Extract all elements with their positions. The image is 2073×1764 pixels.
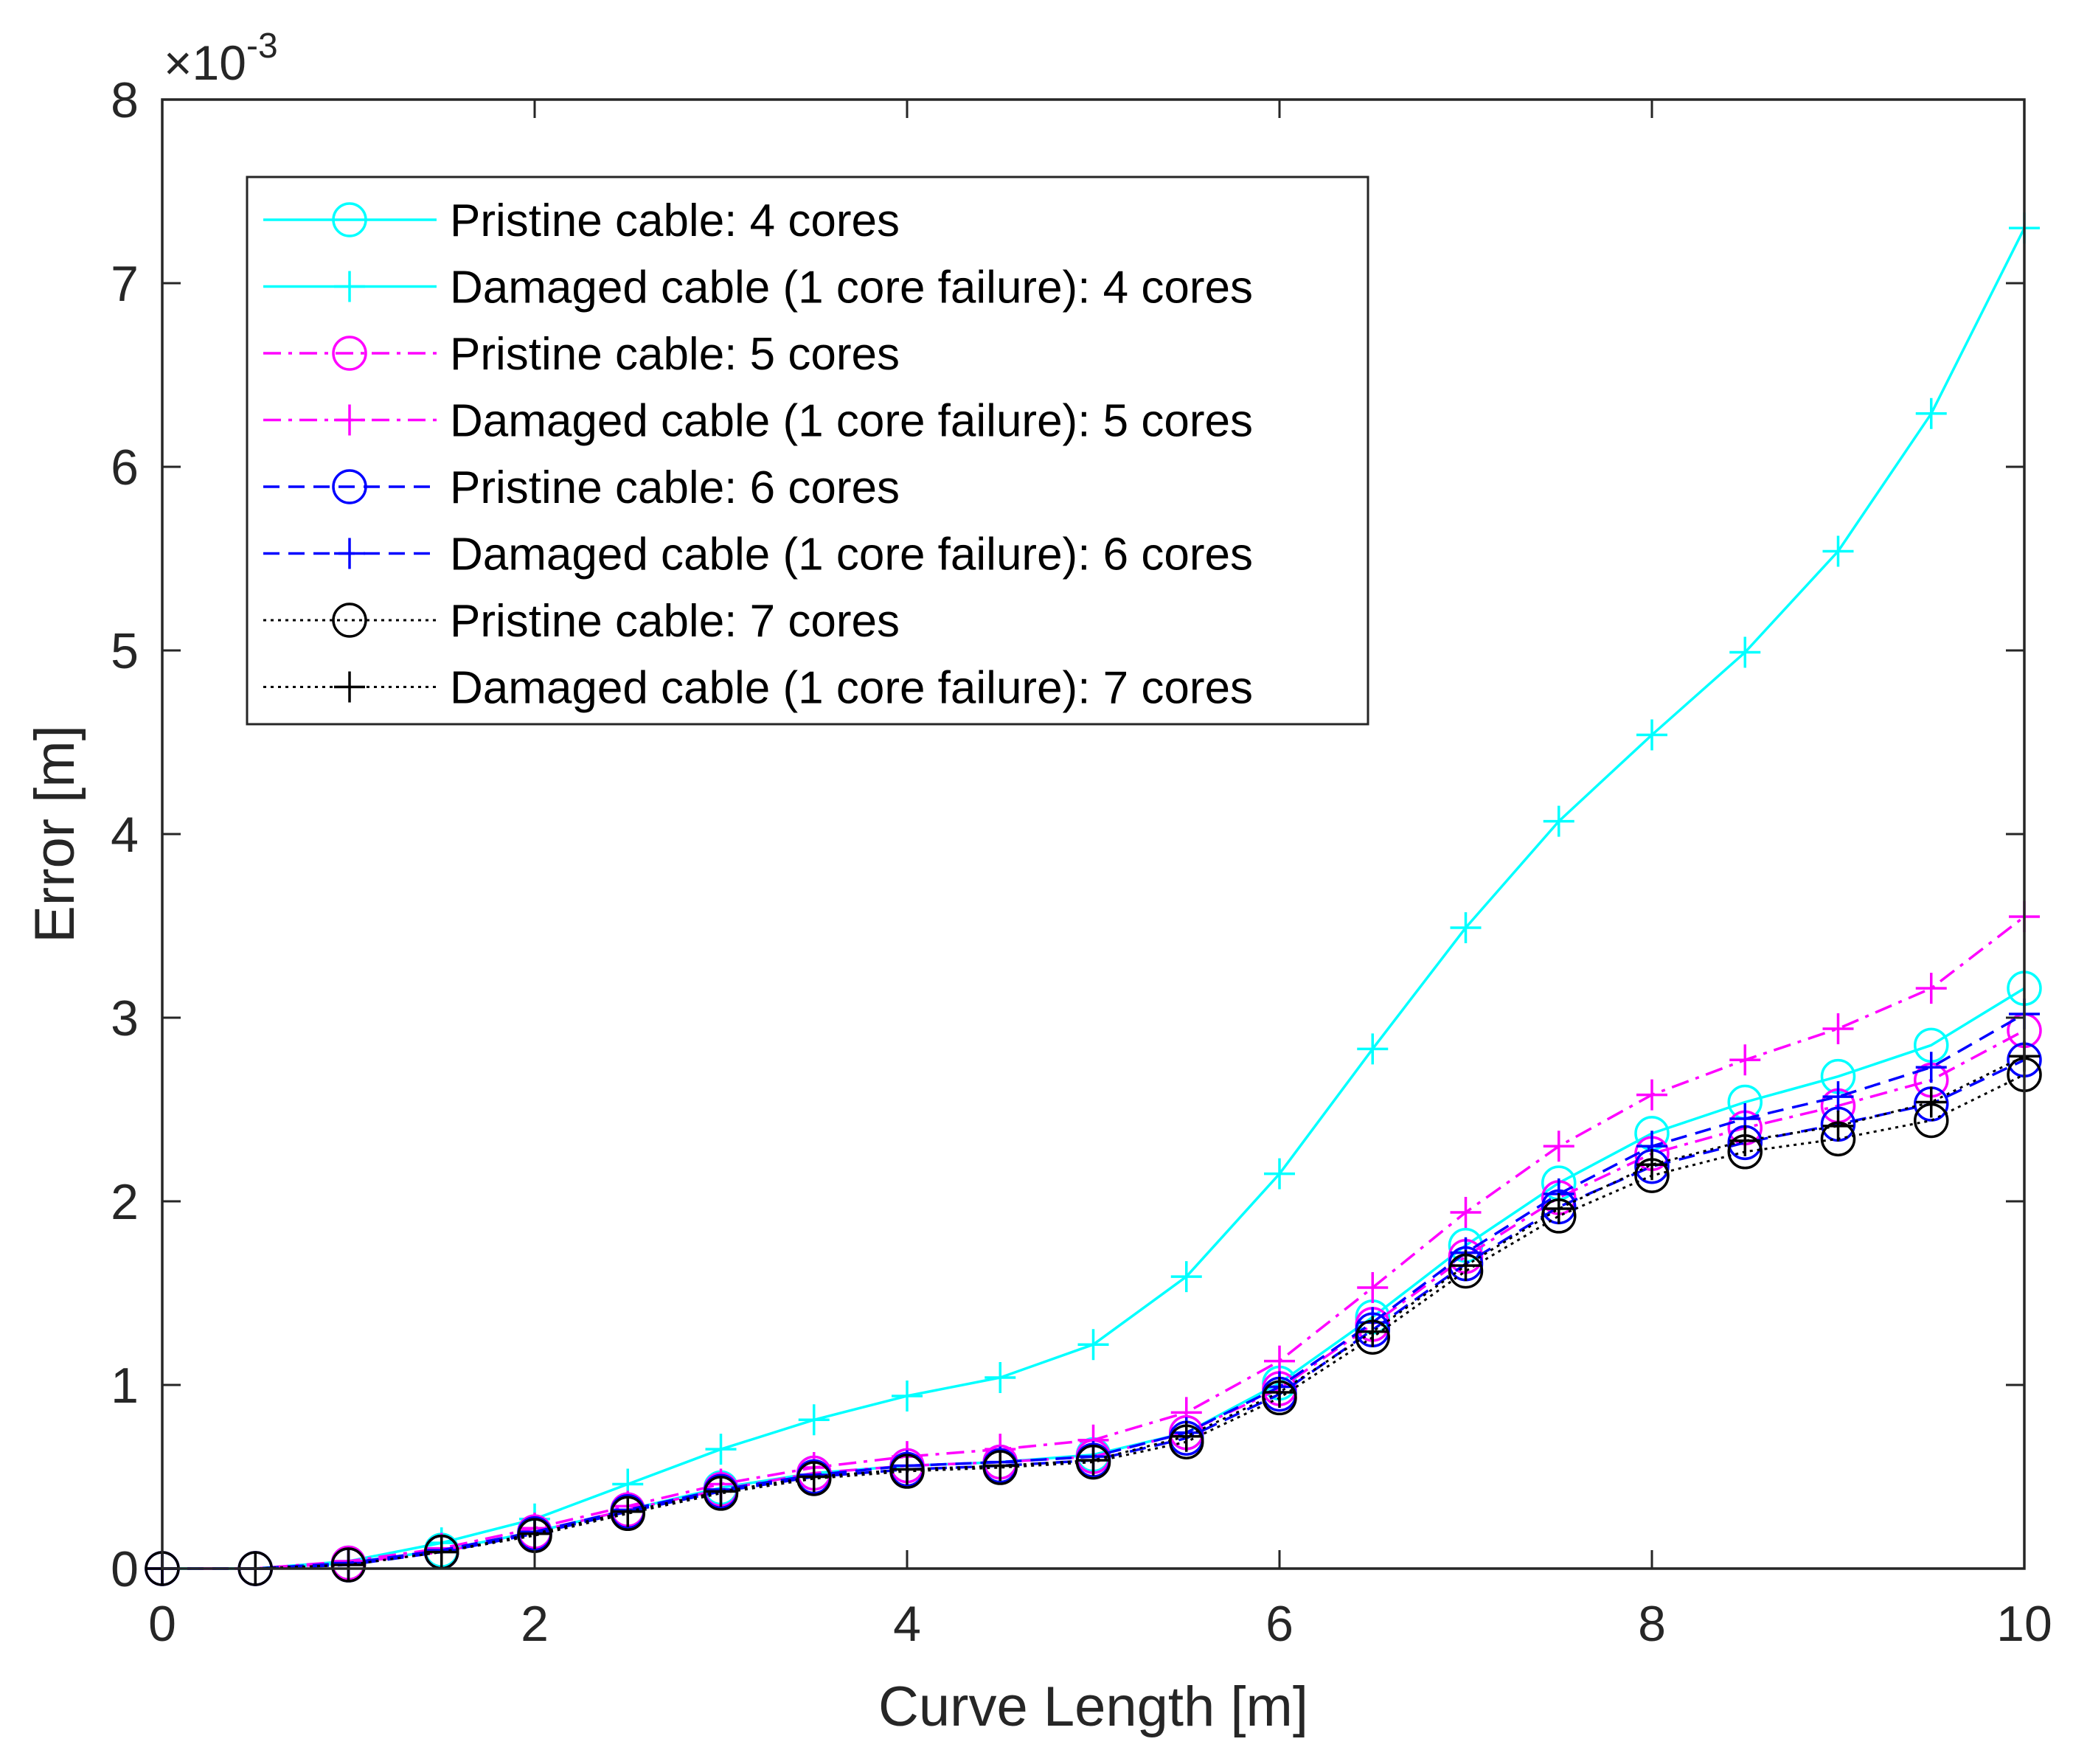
series-2-point-20 — [1915, 397, 1947, 429]
legend-label: Damaged cable (1 core failure): 5 cores — [450, 396, 1253, 447]
series-2-point-10 — [985, 1362, 1016, 1394]
y-tick-label: 3 — [111, 990, 139, 1046]
series-8-point-6 — [612, 1496, 644, 1527]
legend-entry-7: Pristine cable: 7 cores — [263, 596, 900, 647]
legend-entry-5: Pristine cable: 6 cores — [263, 462, 900, 513]
x-tick-label: 6 — [1265, 1596, 1294, 1652]
series-8-point-3 — [333, 1549, 364, 1581]
y-tick-label: 7 — [111, 256, 139, 312]
series-4-point-14 — [1357, 1272, 1389, 1304]
legend-marker-sample — [334, 404, 365, 436]
series-2-point-9 — [892, 1380, 923, 1411]
x-tick-label: 8 — [1638, 1596, 1666, 1652]
series-8-point-20 — [1915, 1086, 1947, 1118]
y-scale-factor: ×10-3 — [164, 27, 278, 90]
x-tick-label: 10 — [1996, 1596, 2052, 1652]
series-8-point-18 — [1729, 1125, 1761, 1156]
legend-label: Damaged cable (1 core failure): 6 cores — [450, 529, 1253, 580]
legend-label: Damaged cable (1 core failure): 7 cores — [450, 663, 1253, 714]
legend-label: Pristine cable: 4 cores — [450, 195, 900, 246]
series-4-point-15 — [1450, 1196, 1482, 1228]
series-2-point-19 — [1822, 535, 1854, 567]
x-axis-label: Curve Length [m] — [878, 1676, 1308, 1738]
series-4-point-17 — [1636, 1079, 1667, 1111]
series-8-point-7 — [705, 1476, 737, 1507]
axes-layer: 0 2 4 6 8 10 0 1 2 3 4 5 6 7 8 Curve Length [m] Error [m… — [24, 27, 2052, 1738]
legend-entry-1: Pristine cable: 4 cores — [263, 195, 900, 246]
legend-marker-sample — [334, 538, 365, 569]
series-8-point-14 — [1357, 1316, 1389, 1347]
series-8-point-15 — [1450, 1250, 1482, 1282]
series-4-point-20 — [1915, 973, 1947, 1004]
series-4-point-16 — [1543, 1131, 1574, 1162]
legend: Pristine cable: 4 cores Damaged cable (1 … — [246, 176, 1369, 726]
series-2-point-8 — [798, 1404, 830, 1436]
x-tick-label: 2 — [521, 1596, 549, 1652]
legend-label: Pristine cable: 5 cores — [450, 329, 900, 380]
y-axis-label: Error [m] — [24, 725, 86, 943]
x-tick-label: 4 — [893, 1596, 921, 1652]
y-scale-base: ×10 — [164, 35, 246, 90]
series-2-point-7 — [705, 1434, 737, 1465]
series-8-point-17 — [1636, 1149, 1667, 1181]
y-tick-label: 2 — [111, 1174, 139, 1230]
y-tick-label: 0 — [111, 1541, 139, 1597]
series-2-point-13 — [1264, 1158, 1295, 1190]
series-4-point-18 — [1729, 1044, 1761, 1076]
legend-marker-sample — [334, 271, 365, 302]
series-8-point-11 — [1077, 1445, 1109, 1476]
series-6-point-19 — [1822, 1081, 1854, 1113]
legend-marker-sample — [332, 603, 367, 638]
series-8-point-19 — [1822, 1110, 1854, 1142]
series-8-point-12 — [1170, 1420, 1202, 1452]
y-scale-exponent: -3 — [246, 27, 278, 66]
y-tick-label: 4 — [111, 807, 139, 863]
legend-label: Pristine cable: 6 cores — [450, 462, 900, 513]
series-8-point-8 — [798, 1461, 830, 1493]
legend-label: Damaged cable (1 core failure): 4 cores — [450, 263, 1253, 313]
legend-marker-sample — [334, 671, 365, 703]
legend-entry-3: Pristine cable: 5 cores — [263, 329, 900, 380]
legend-entry-4: Damaged cable (1 core failure): 5 cores — [263, 396, 1253, 447]
series-8-point-16 — [1543, 1192, 1574, 1224]
y-tick-label: 1 — [111, 1358, 139, 1414]
x-tick-label: 0 — [148, 1596, 176, 1652]
series-2-point-15 — [1450, 911, 1482, 943]
y-tick-label: 5 — [111, 623, 139, 679]
legend-label: Pristine cable: 7 cores — [450, 596, 900, 647]
series-8-point-9 — [892, 1454, 923, 1485]
legend-entry-2: Damaged cable (1 core failure): 4 cores — [263, 263, 1253, 313]
series-8-point-4 — [426, 1536, 457, 1568]
y-tick-label: 8 — [111, 72, 139, 128]
series-6-point-20 — [1915, 1052, 1947, 1083]
series-8-point-5 — [519, 1518, 550, 1549]
series-4-point-19 — [1822, 1013, 1854, 1044]
y-tick-label: 6 — [111, 440, 139, 496]
series-2-point-18 — [1729, 636, 1761, 668]
legend-box — [246, 176, 1369, 726]
series-2-point-11 — [1077, 1329, 1109, 1361]
legend-entry-8: Damaged cable (1 core failure): 7 cores — [263, 663, 1253, 714]
series-2-point-16 — [1543, 805, 1574, 837]
series-2-point-12 — [1170, 1261, 1202, 1293]
legend-marker-sample — [332, 202, 367, 237]
legend-entry-6: Damaged cable (1 core failure): 6 cores — [263, 529, 1253, 580]
series-8-point-10 — [985, 1450, 1016, 1482]
series-2-point-14 — [1357, 1033, 1389, 1065]
legend-marker-sample — [332, 336, 367, 371]
series-2-point-17 — [1636, 719, 1667, 751]
series-8-point-13 — [1264, 1376, 1295, 1408]
series-8-line — [162, 1055, 2025, 1570]
legend-marker-sample — [332, 469, 367, 504]
